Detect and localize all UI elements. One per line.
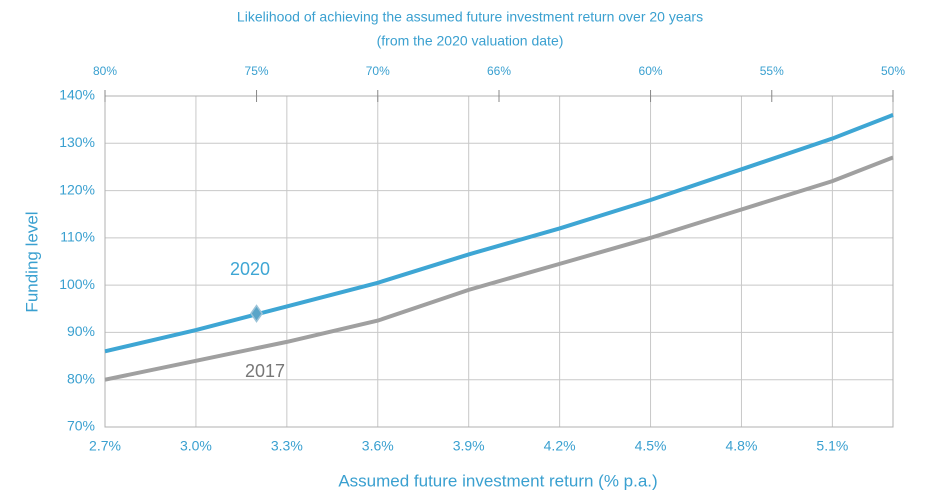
marker-point (250, 304, 264, 323)
x-tick-label: 4.8% (726, 438, 758, 454)
top-tick-label: 70% (366, 64, 390, 78)
chart-subtitle: (from the 2020 valuation date) (377, 33, 564, 49)
y-tick-label: 110% (60, 229, 95, 245)
x-tick-label: 4.2% (544, 438, 576, 454)
series-line (104, 155, 894, 382)
y-axis-label: Funding level (22, 211, 41, 312)
series-label: 2020 (230, 259, 270, 279)
x-tick-label: 2.7% (89, 438, 121, 454)
y-tick-label: 100% (59, 276, 95, 292)
top-tick-label: 66% (487, 64, 511, 78)
y-tick-label: 130% (59, 134, 95, 150)
y-tick-label: 140% (59, 87, 95, 103)
y-tick-label: 90% (67, 323, 95, 339)
x-tick-label: 3.0% (180, 438, 212, 454)
y-tick-label: 120% (59, 181, 95, 197)
x-tick-label: 3.9% (453, 438, 485, 454)
series-line (104, 113, 894, 354)
x-axis-label: Assumed future investment return (% p.a.… (338, 471, 657, 490)
y-tick-label: 70% (67, 418, 95, 434)
top-tick-label: 50% (881, 64, 905, 78)
plot-frame (104, 95, 894, 428)
top-tick-label: 75% (245, 64, 269, 78)
x-tick-label: 3.6% (362, 438, 394, 454)
chart-title: Likelihood of achieving the assumed futu… (237, 9, 703, 25)
top-tick-label: 60% (639, 64, 663, 78)
top-tick-label: 55% (760, 64, 784, 78)
top-tick-label: 80% (93, 64, 117, 78)
x-tick-label: 4.5% (635, 438, 667, 454)
y-tick-label: 80% (67, 370, 95, 386)
series-label: 2017 (245, 361, 285, 381)
x-tick-label: 5.1% (816, 438, 848, 454)
x-tick-label: 3.3% (271, 438, 303, 454)
